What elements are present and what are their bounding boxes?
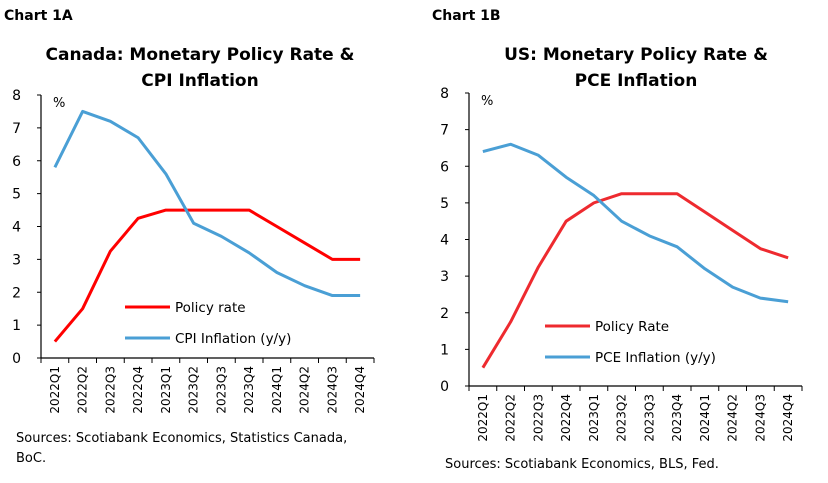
y-tick-label: 5 <box>12 187 21 203</box>
x-tick-label: 2023Q1 <box>159 366 173 414</box>
y-tick-label: 3 <box>12 252 21 268</box>
y-tick-label: 4 <box>440 233 449 249</box>
chart-title: US: Monetary Policy Rate & <box>504 45 768 65</box>
x-tick-label: 2023Q1 <box>587 394 601 442</box>
y-tick-label: 0 <box>12 351 21 367</box>
x-tick-label: 2022Q4 <box>131 366 145 414</box>
chart-1b: Chart 1B US: Monetary Policy Rate & PCE In… <box>432 8 803 472</box>
x-tick-label: 2022Q1 <box>476 394 490 442</box>
y-tick-label: 8 <box>440 86 449 102</box>
source-note: BoC. <box>16 451 46 466</box>
x-tick-label: 2024Q4 <box>353 366 367 414</box>
x-tick-label: 2022Q1 <box>48 366 62 414</box>
x-tick-label: 2022Q4 <box>559 394 573 442</box>
x-tick-label: 2023Q2 <box>187 366 201 414</box>
series-line-policy-rate <box>53 208 361 343</box>
y-tick-label: 5 <box>440 196 449 212</box>
x-tick-label: 2023Q4 <box>242 366 256 414</box>
x-tick-label: 2022Q2 <box>76 366 90 414</box>
x-tick-label: 2022Q3 <box>531 394 545 442</box>
x-tick-label: 2024Q1 <box>270 366 284 414</box>
unit-label: % <box>481 94 493 109</box>
x-tick-label: 2024Q4 <box>781 394 795 442</box>
legend-label: PCE Inflation (y/y) <box>595 350 716 366</box>
chart-title: PCE Inflation <box>575 71 698 91</box>
x-tick-label: 2022Q3 <box>103 366 117 414</box>
x-tick-label: 2024Q2 <box>726 394 740 442</box>
y-tick-label: 1 <box>12 318 21 334</box>
y-tick-label: 7 <box>440 123 449 139</box>
x-tick-label: 2022Q2 <box>504 394 518 442</box>
chart-title: Canada: Monetary Policy Rate & <box>46 45 355 65</box>
series-line-policy-rate <box>481 192 789 369</box>
x-tick-label: 2024Q3 <box>753 394 767 442</box>
chart-label: Chart 1B <box>432 8 501 24</box>
y-tick-label: 3 <box>440 269 449 285</box>
series-line-inflation <box>482 142 789 304</box>
y-tick-label: 2 <box>440 306 449 322</box>
x-tick-label: 2024Q3 <box>325 366 339 414</box>
x-tick-label: 2023Q4 <box>670 394 684 442</box>
x-tick-label: 2023Q3 <box>214 366 228 414</box>
source-note: Sources: Scotiabank Economics, Statistic… <box>16 431 347 446</box>
y-tick-label: 1 <box>440 342 449 358</box>
series-line-inflation <box>53 109 361 298</box>
y-tick-label: 6 <box>12 154 21 170</box>
x-tick-label: 2024Q1 <box>698 394 712 442</box>
legend-label: Policy rate <box>175 300 246 316</box>
chart-1a: Chart 1A Canada: Monetary Policy Rate & CP… <box>4 8 375 466</box>
legend-label: Policy Rate <box>595 319 669 335</box>
x-tick-label: 2023Q3 <box>642 394 656 442</box>
unit-label: % <box>53 96 65 111</box>
y-tick-label: 2 <box>12 285 21 301</box>
source-note: Sources: Scotiabank Economics, BLS, Fed. <box>445 457 719 472</box>
y-tick-label: 8 <box>12 88 21 104</box>
legend-label: CPI Inflation (y/y) <box>175 331 291 347</box>
y-tick-label: 7 <box>12 121 21 137</box>
y-tick-label: 6 <box>440 159 449 175</box>
chart-label: Chart 1A <box>4 8 73 24</box>
x-tick-label: 2024Q2 <box>298 366 312 414</box>
x-tick-label: 2023Q2 <box>615 394 629 442</box>
chart-title: CPI Inflation <box>141 71 258 91</box>
y-tick-label: 4 <box>12 220 21 236</box>
y-tick-label: 0 <box>440 379 449 395</box>
